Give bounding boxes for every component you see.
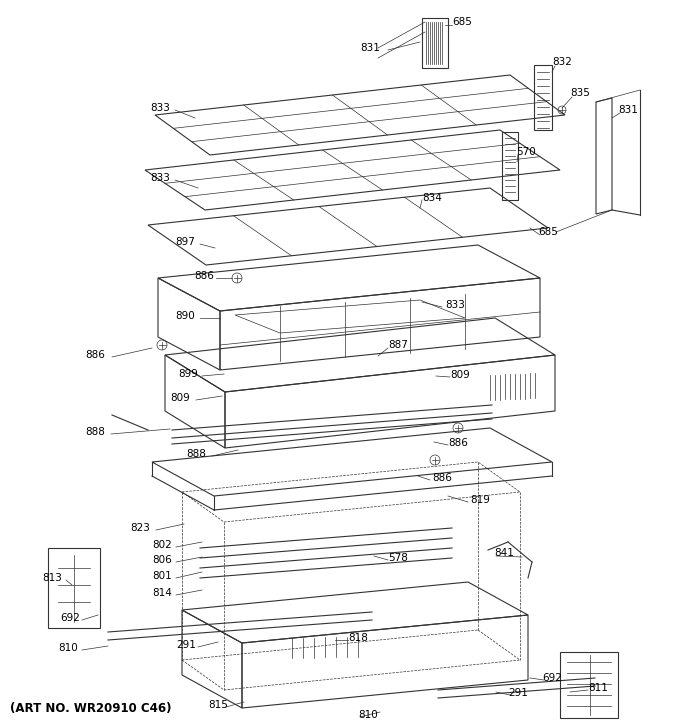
Text: 809: 809 (450, 370, 470, 380)
Text: 888: 888 (85, 427, 105, 437)
Text: 833: 833 (445, 300, 465, 310)
Text: 811: 811 (588, 683, 608, 693)
Text: 886: 886 (194, 271, 214, 281)
Text: 819: 819 (470, 495, 490, 505)
Text: 815: 815 (208, 700, 228, 710)
Text: 899: 899 (178, 369, 198, 379)
Text: 831: 831 (618, 105, 638, 115)
Text: 823: 823 (130, 523, 150, 533)
Text: 886: 886 (448, 438, 468, 448)
Text: 810: 810 (358, 710, 378, 720)
Text: 801: 801 (152, 571, 172, 581)
Text: 291: 291 (176, 640, 196, 650)
Text: 835: 835 (570, 88, 590, 98)
Text: 833: 833 (150, 103, 170, 113)
Text: 291: 291 (508, 688, 528, 698)
Text: 841: 841 (494, 548, 514, 558)
Text: 570: 570 (516, 147, 536, 157)
Text: 814: 814 (152, 588, 172, 598)
Text: 685: 685 (538, 227, 558, 237)
Text: 692: 692 (60, 613, 80, 623)
Text: 833: 833 (150, 173, 170, 183)
Text: 810: 810 (58, 643, 78, 653)
Text: 886: 886 (432, 473, 452, 483)
Text: 887: 887 (388, 340, 408, 350)
Text: 578: 578 (388, 553, 408, 563)
Text: 809: 809 (170, 393, 190, 403)
Text: 818: 818 (348, 633, 368, 643)
Text: 802: 802 (152, 540, 172, 550)
Text: 897: 897 (175, 237, 195, 247)
Text: (ART NO. WR20910 C46): (ART NO. WR20910 C46) (10, 702, 171, 715)
Text: 888: 888 (186, 449, 206, 459)
Text: 834: 834 (422, 193, 442, 203)
Text: 813: 813 (42, 573, 62, 583)
Text: 832: 832 (552, 57, 572, 67)
Text: 685: 685 (452, 17, 472, 27)
Text: 806: 806 (152, 555, 172, 565)
Text: 831: 831 (360, 43, 380, 53)
Text: 692: 692 (542, 673, 562, 683)
Text: 890: 890 (175, 311, 195, 321)
Text: 886: 886 (85, 350, 105, 360)
